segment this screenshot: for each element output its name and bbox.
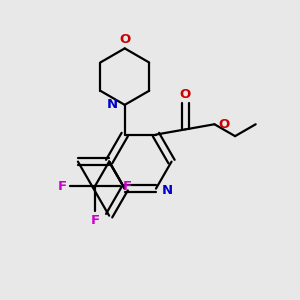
Text: N: N <box>161 184 172 196</box>
Text: F: F <box>58 180 67 193</box>
Text: O: O <box>180 88 191 101</box>
Text: N: N <box>107 98 118 111</box>
Text: F: F <box>123 180 132 193</box>
Text: F: F <box>91 214 100 227</box>
Text: O: O <box>119 33 130 46</box>
Text: O: O <box>218 118 229 131</box>
